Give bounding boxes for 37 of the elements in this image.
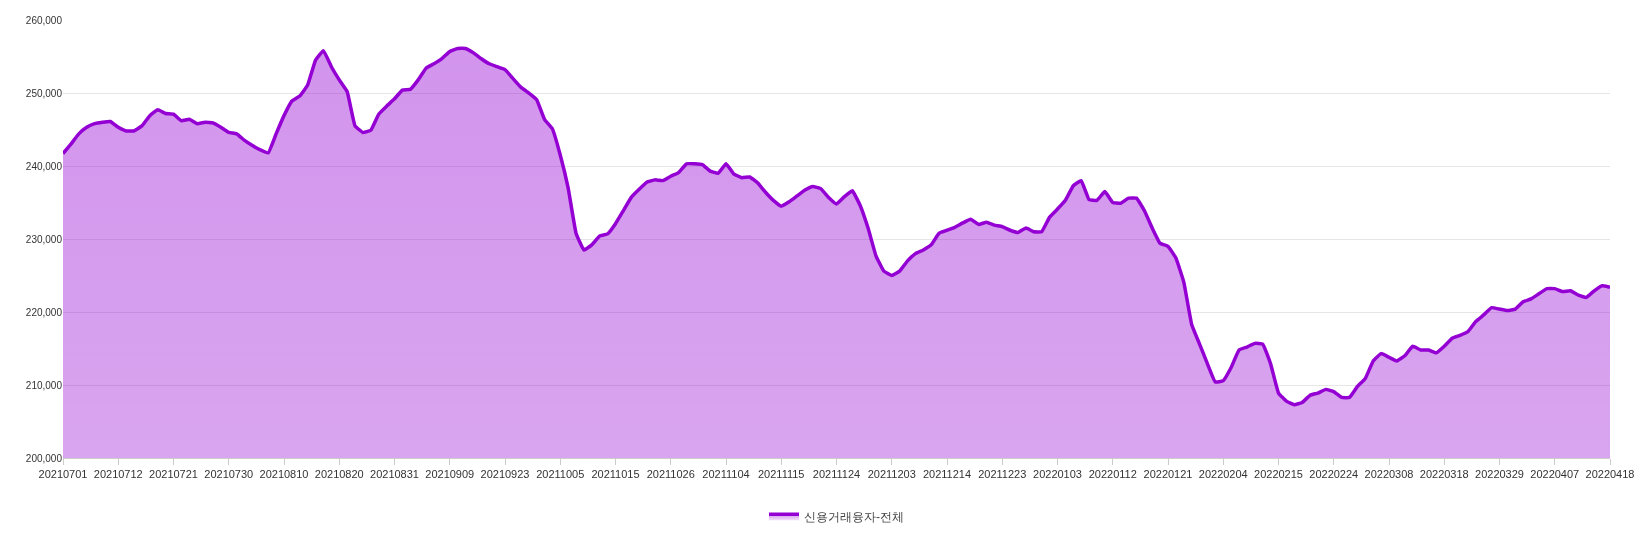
x-tick-label: 20210831: [370, 468, 419, 481]
y-tick-label: 240,000: [25, 160, 63, 172]
x-tick-label: 20220318: [1419, 468, 1469, 481]
x-tick-label: 20210909: [425, 468, 475, 481]
x-tick-label: 20220112: [1088, 468, 1137, 481]
x-tick-label: 20220224: [1309, 468, 1359, 481]
x-tick-label: 20211026: [646, 468, 695, 481]
x-tick-label: 20211104: [702, 468, 750, 481]
y-tick-label: 260,000: [25, 14, 63, 26]
x-tick-label: 20220329: [1475, 468, 1524, 481]
y-tick-label: 230,000: [25, 233, 63, 245]
y-tick-label: 210,000: [25, 379, 63, 391]
x-tick-label: 20210923: [480, 468, 530, 481]
x-tick-label: 20220103: [1033, 468, 1082, 481]
x-tick-label: 20220215: [1254, 468, 1303, 481]
x-tick-label: 20220418: [1585, 468, 1635, 481]
y-tick-label: 220,000: [25, 306, 63, 318]
x-tick-label: 20210721: [149, 468, 198, 481]
legend-label: 신용거래융자-전체: [804, 509, 904, 524]
x-tick-label: 20220308: [1364, 468, 1414, 481]
x-tick-label: 20210730: [204, 468, 254, 481]
x-tick-label: 20220204: [1198, 468, 1248, 481]
y-tick-label: 250,000: [25, 87, 63, 99]
x-tick-label: 20220121: [1143, 468, 1193, 481]
x-tick-label: 20211214: [922, 468, 972, 481]
x-tick-label: 20211005: [536, 468, 585, 481]
x-tick-label: 20210810: [259, 468, 309, 481]
x-tick-label: 20211124: [812, 468, 861, 481]
y-tick-label: 200,000: [25, 452, 63, 464]
x-tick-label: 20211223: [978, 468, 1027, 481]
x-tick-label: 20211015: [591, 468, 640, 481]
x-tick-label: 20210712: [93, 468, 143, 481]
x-tick-label: 20211115: [758, 468, 805, 481]
x-tick-label: 20210701: [38, 468, 88, 481]
x-tick-label: 20210820: [314, 468, 364, 481]
x-tick-label: 20211203: [867, 468, 916, 481]
x-tick-label: 20220407: [1530, 468, 1580, 481]
